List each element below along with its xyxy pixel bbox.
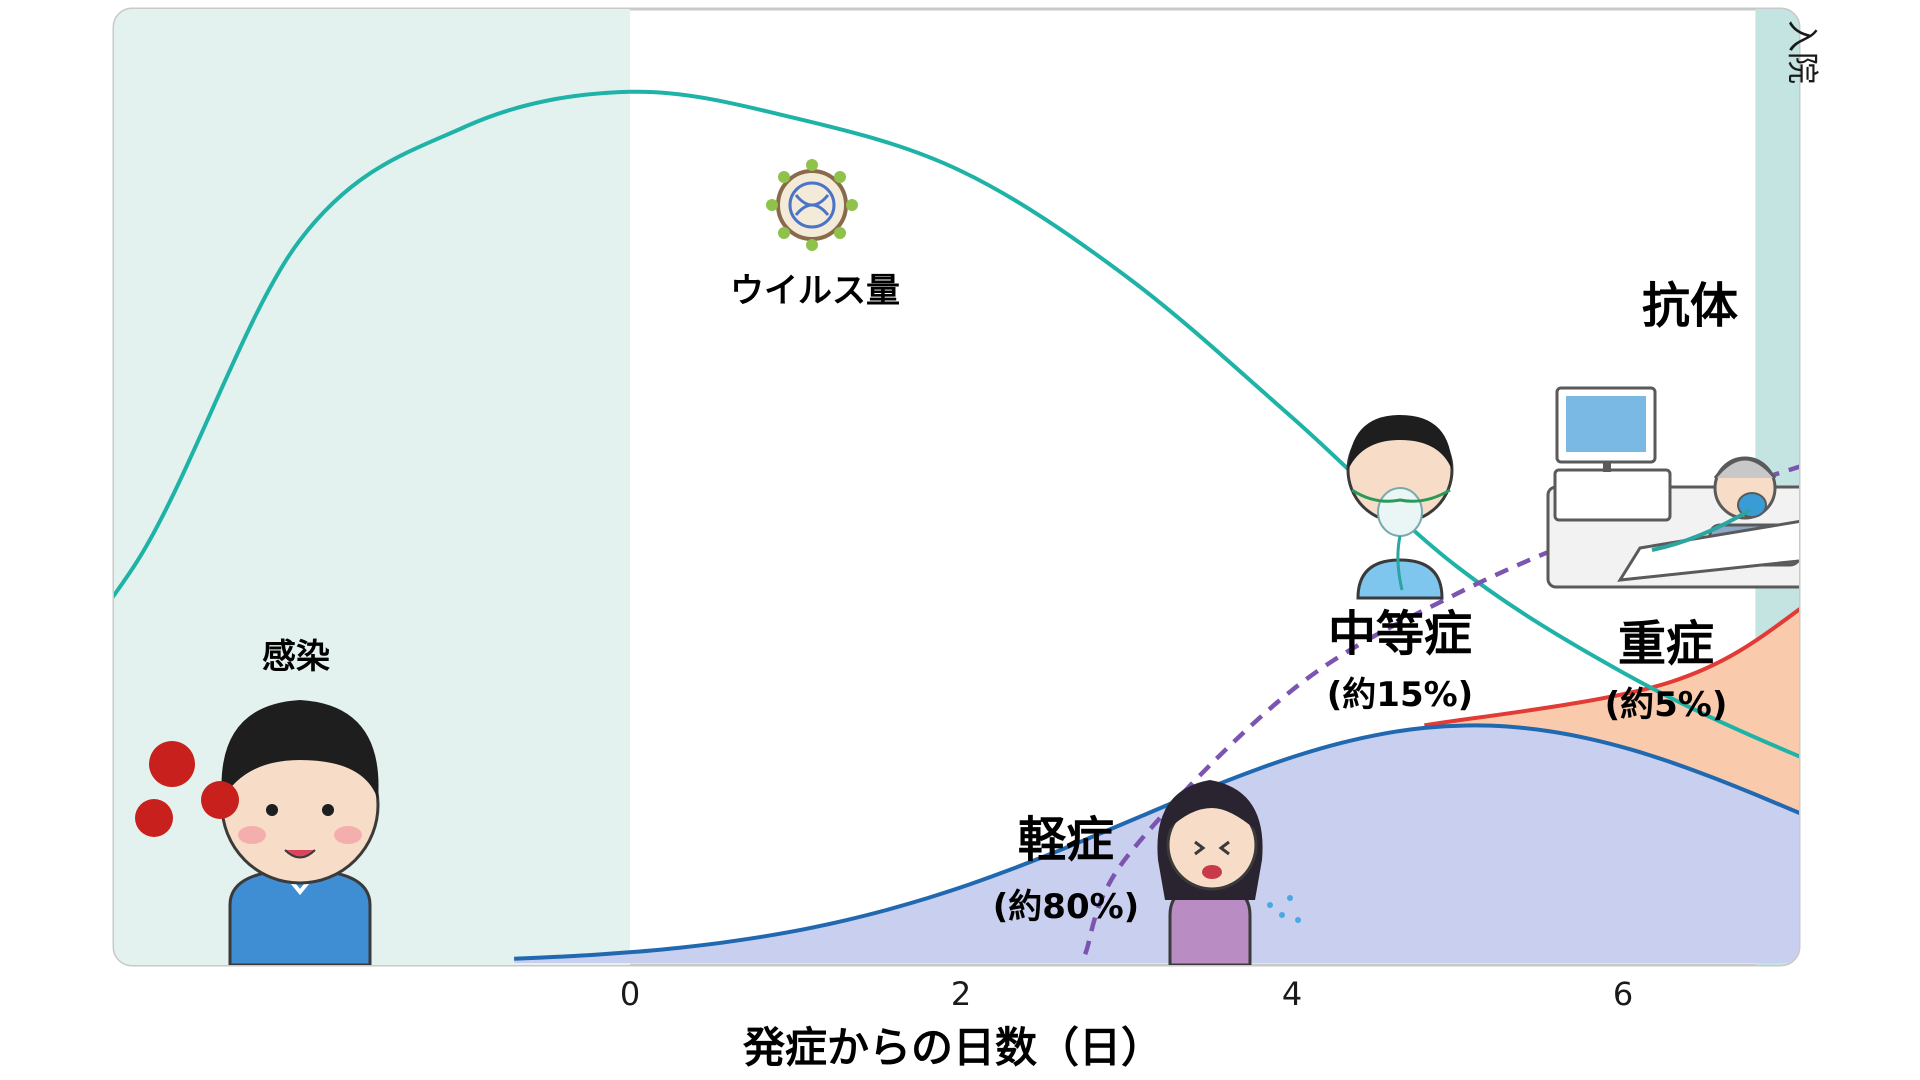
- severe-label: 重症: [1618, 616, 1714, 672]
- virus-load-label: ウイルス量: [730, 271, 900, 311]
- coughing-patient-illustration: [1157, 780, 1301, 965]
- antibody-label: 抗体: [1642, 278, 1738, 334]
- mild-label: 軽症: [1018, 812, 1114, 868]
- series-line-virus-load: [114, 89, 1799, 939]
- x-tick-label: 0: [620, 975, 640, 1013]
- mild-area: [514, 725, 1799, 963]
- germ-icon: [135, 741, 239, 837]
- series-line-antibody: [1083, 116, 1799, 956]
- virus-icon: [766, 159, 858, 251]
- severe-area: [1810, 334, 1920, 963]
- icu-bed-illustration: [1546, 386, 1799, 589]
- x-axis-title: 発症からの日数（日）: [743, 1023, 1163, 1072]
- phase-label: 入院: [1783, 20, 1821, 84]
- x-tick-label: 4: [1282, 975, 1302, 1013]
- moderate-line: [1424, 329, 1799, 728]
- mild-line: [514, 723, 1799, 961]
- x-tick-label: 2: [951, 975, 971, 1013]
- severe-share: (約5%): [1605, 685, 1728, 725]
- x-tick-label: 6: [1613, 975, 1633, 1013]
- infection-label: 感染: [262, 637, 330, 677]
- moderate-patient-illustration: [1346, 415, 1454, 600]
- infected-person-illustration: [220, 700, 380, 965]
- mild-share: (約80%): [993, 887, 1139, 927]
- moderate-label: 中等症: [1328, 606, 1472, 662]
- moderate-share: (約15%): [1327, 675, 1473, 715]
